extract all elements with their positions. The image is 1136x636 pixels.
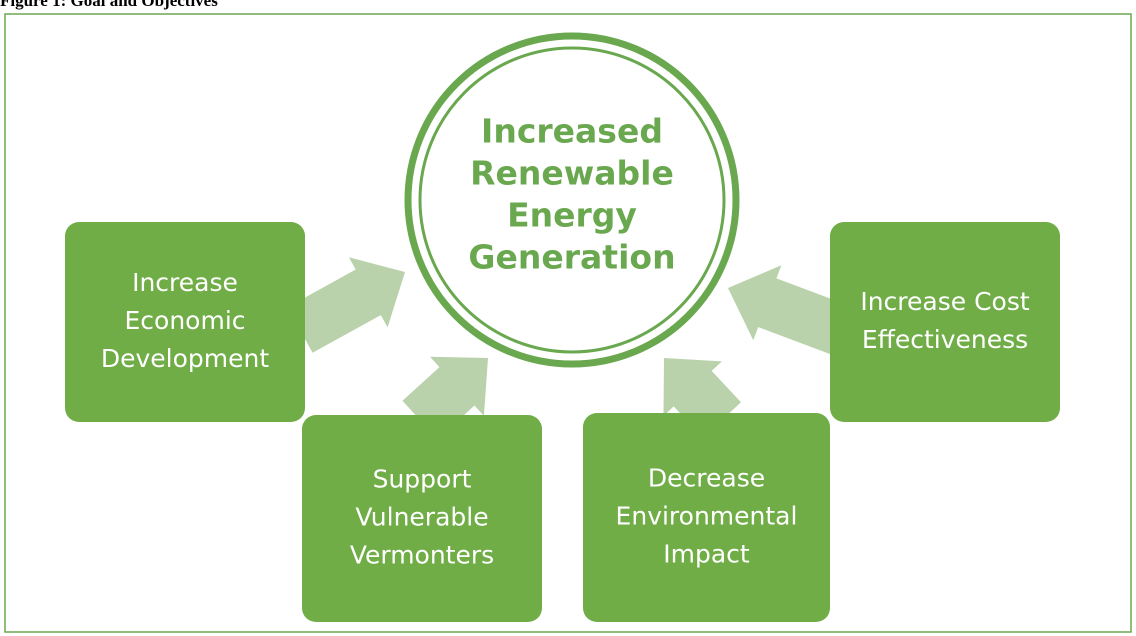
objective-line: Decrease	[648, 464, 765, 493]
goal-line: Energy	[507, 196, 637, 235]
objective-line: Vulnerable	[355, 503, 488, 532]
objective-line: Increase Cost	[860, 287, 1030, 316]
objective-line: Increase	[132, 268, 238, 297]
objective-line: Support	[373, 465, 472, 494]
objective-line: Vermonters	[350, 541, 494, 570]
objective-line: Impact	[663, 540, 750, 569]
goal-line: Generation	[468, 238, 675, 277]
goal-ring-inner	[418, 46, 726, 354]
objective-line: Environmental	[616, 502, 798, 531]
objective-box	[583, 413, 830, 622]
objective-box	[302, 415, 542, 622]
objective-line: Effectiveness	[862, 325, 1028, 354]
objective-line: Development	[101, 344, 269, 373]
goal-ring-outer	[404, 32, 740, 368]
objective-box	[830, 222, 1060, 422]
goal-line: Increased	[481, 112, 663, 151]
caption: Figure 1: Goal and Objectives	[0, 0, 218, 10]
arrow	[287, 257, 405, 353]
objectives: Increase Economic Development Support Vulner…	[65, 222, 1060, 622]
goal-line: Renewable	[470, 154, 674, 193]
objective-line: Economic	[124, 306, 245, 335]
arrow	[728, 265, 850, 355]
objective-box	[65, 222, 305, 422]
frame	[4, 13, 1132, 633]
